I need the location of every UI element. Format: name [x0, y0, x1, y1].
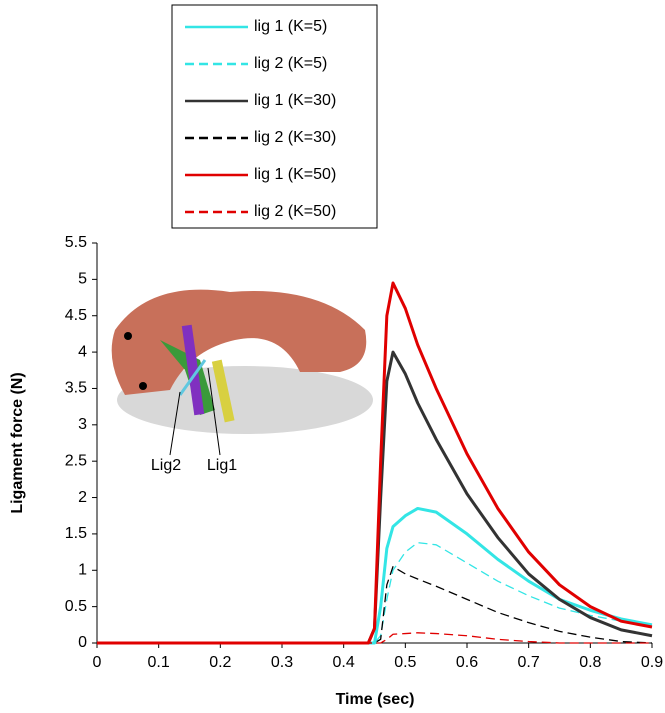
y-tick-label: 3.5 [65, 380, 87, 397]
muscle [181, 324, 205, 416]
legend-label: lig 2 (K=5) [254, 55, 327, 72]
x-tick-label: 0.2 [209, 654, 231, 671]
x-tick-label: 0.1 [148, 654, 170, 671]
legend [171, 4, 378, 229]
y-axis-title: Ligament force (N) [9, 372, 26, 513]
y-tick-label: 1 [78, 561, 87, 578]
y-tick-label: 1.5 [65, 525, 87, 542]
legend-label: lig 1 (K=50) [254, 166, 336, 183]
x-tick-label: 0 [93, 654, 102, 671]
y-tick-label: 5.5 [65, 234, 87, 251]
series-line [97, 541, 653, 644]
y-tick-label: 0.5 [65, 598, 87, 615]
y-tick-label: 3 [78, 416, 87, 433]
series-line [97, 565, 653, 644]
y-tick-label: 4 [78, 343, 87, 360]
series-line [97, 281, 653, 645]
y-tick-label: 2 [78, 489, 87, 506]
x-tick-label: 0.6 [456, 654, 478, 671]
x-tick-label: 0.9 [641, 654, 663, 671]
y-tick-label: 4.5 [65, 307, 87, 324]
y-tick-label: 0 [78, 634, 87, 651]
muscle [211, 359, 235, 423]
pointer [207, 367, 221, 456]
skull [111, 289, 367, 395]
x-tick-label: 0.8 [579, 654, 601, 671]
annotation: Lig1 [207, 457, 237, 474]
x-tick-label: 0.3 [271, 654, 293, 671]
series-line [97, 632, 652, 644]
annotation: Lig2 [151, 457, 181, 474]
x-tick-label: 0.5 [394, 654, 416, 671]
legend-label: lig 1 (K=5) [254, 18, 327, 35]
inset-image: Lig2 Lig1 [111, 289, 373, 474]
y-tick-label: 2.5 [65, 452, 87, 469]
pointer [169, 391, 181, 456]
jaw [117, 366, 373, 434]
legend-label: lig 2 (K=50) [254, 203, 336, 220]
legend-label: lig 2 (K=30) [254, 129, 336, 146]
marker [124, 332, 132, 340]
x-tick-label: 0.7 [518, 654, 540, 671]
y-tick-label: 5 [78, 271, 87, 288]
ligament [178, 359, 207, 396]
x-axis-title: Time (sec) [336, 691, 415, 708]
series-line [97, 506, 653, 645]
marker [139, 382, 147, 390]
x-tick-label: 0.4 [333, 654, 355, 671]
legend-label: lig 1 (K=30) [254, 92, 336, 109]
